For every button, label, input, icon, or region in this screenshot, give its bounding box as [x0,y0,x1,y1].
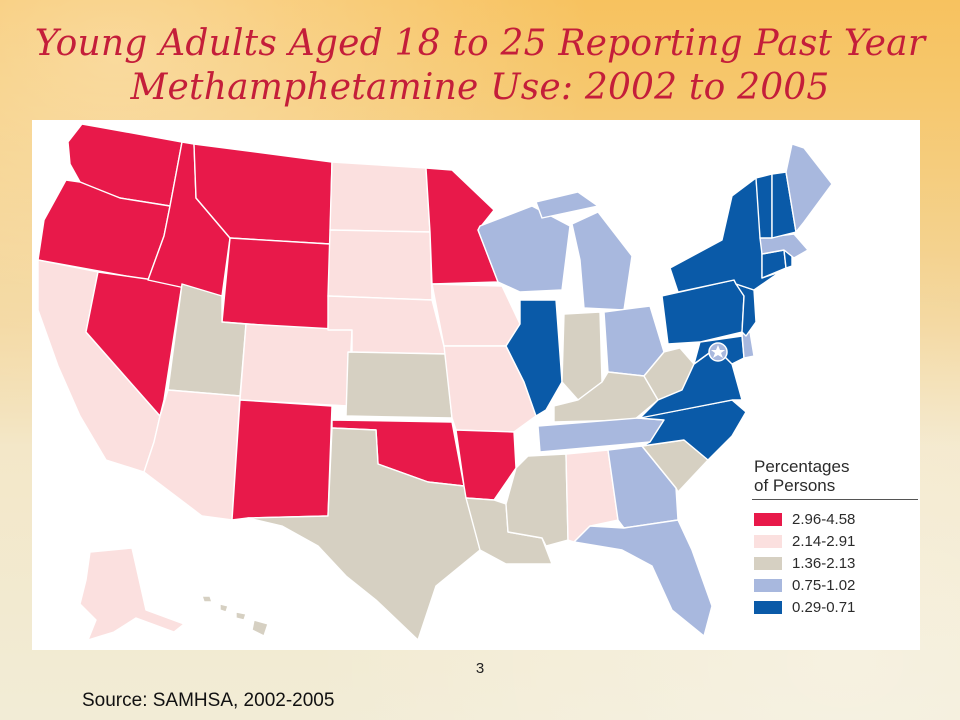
state-IA [431,283,521,347]
legend-swatch [754,556,782,570]
legend-title-line-2: of Persons [754,476,836,495]
legend-title-line-1: Percentages [754,457,850,476]
legend-label: 2.14-2.91 [792,532,856,550]
state-NC [637,399,747,461]
title-line-2: Methamphetamine Use: 2002 to 2005 [130,67,830,108]
state-FL [573,519,713,637]
legend-label: 0.75-1.02 [792,576,856,594]
legend-divider [752,499,918,500]
legend-label: 0.29-0.71 [792,598,856,616]
legend-item: 0.75-1.02 [752,574,920,596]
legend-label: 2.96-4.58 [792,510,856,528]
legend-label: 1.36-2.13 [792,554,856,572]
title-line-1: Young Adults Aged 18 to 25 Reporting Pas… [34,23,926,64]
state-WY [221,237,331,331]
legend-item: 2.96-4.58 [752,508,920,530]
us-map [37,123,833,641]
state-KS [345,351,453,419]
state-DE [741,331,755,359]
state-AK [79,547,185,641]
map-legend: Percentages of Persons 2.96-4.58 2.14-2.… [752,457,920,618]
state-NM [231,399,333,521]
state-TX [247,427,481,641]
state-ME [785,143,833,233]
state-MA [759,233,809,259]
legend-item: 0.29-0.71 [752,596,920,618]
legend-item: 2.14-2.91 [752,530,920,552]
state-PA [661,279,745,345]
dc-marker [708,342,728,362]
state-HI [201,595,269,637]
map-panel [32,120,920,650]
state-SD [327,229,433,301]
state-AR [455,429,517,501]
legend-swatch [754,578,782,592]
state-CO [239,323,353,407]
legend-swatch [754,600,782,614]
slide-title: Young Adults Aged 18 to 25 Reporting Pas… [20,22,940,110]
legend-swatch [754,512,782,526]
page-number: 3 [475,660,485,677]
legend-swatch [754,534,782,548]
legend-item: 1.36-2.13 [752,552,920,574]
state-ND [329,161,431,233]
source-citation: Source: SAMHSA, 2002-2005 [82,690,335,711]
state-IL [505,299,563,417]
